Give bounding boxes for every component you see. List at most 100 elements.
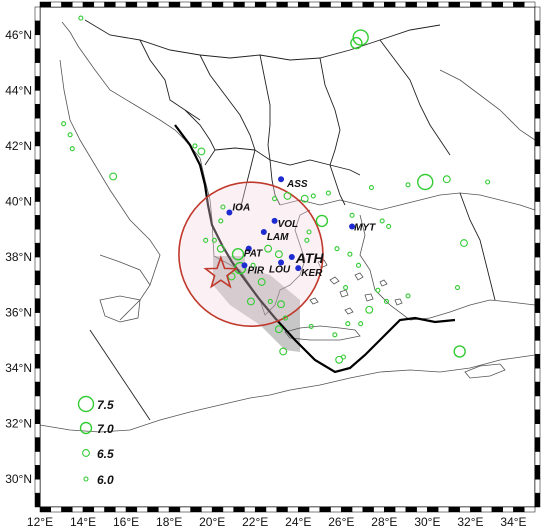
frame-tick (534, 20, 541, 36)
earthquake-marker (347, 251, 353, 257)
station-marker (278, 259, 285, 266)
radius-circle (178, 181, 324, 328)
frame-tick (534, 103, 541, 119)
plate-boundary (174, 124, 456, 374)
earthquake-marker (442, 175, 451, 184)
y-tick-label: 46°N (5, 28, 32, 42)
frame-tick (341, 1, 353, 8)
earthquake-symbols (61, 15, 491, 364)
frame-tick (287, 1, 299, 8)
coastlines (39, 21, 536, 433)
frame-tick (287, 506, 299, 513)
y-tick-label: 40°N (5, 194, 32, 208)
frame-tick (534, 353, 541, 369)
frame-tick (448, 1, 460, 8)
frame-tick (534, 117, 541, 133)
frame-tick (534, 395, 541, 411)
earthquake-marker (283, 191, 292, 200)
station-marker (226, 209, 233, 216)
frame-tick (254, 1, 267, 8)
frame-tick (34, 131, 41, 147)
frame-tick (534, 48, 541, 63)
station-marker (288, 254, 295, 260)
legend-label: 7.5 (97, 398, 114, 412)
station-label-myt: MYT (354, 222, 376, 233)
earthquake-marker (315, 214, 329, 228)
frame-tick (362, 506, 374, 513)
earthquake-marker (197, 147, 206, 156)
frame-tick (34, 242, 41, 258)
frame-tick (104, 1, 116, 8)
y-tick-label: 38°N (5, 250, 32, 264)
earthquake-marker (218, 218, 224, 224)
station-marker (241, 262, 248, 269)
frame-tick (233, 1, 245, 8)
earthquake-marker (306, 229, 312, 235)
earthquake-marker (454, 285, 461, 291)
earthquake-marker (246, 297, 255, 306)
frame-tick (34, 312, 41, 327)
frame-tick (534, 437, 541, 452)
frame-tick (427, 1, 439, 8)
frame-tick (34, 187, 41, 202)
frame-tick (513, 506, 525, 513)
frame-tick (394, 506, 407, 513)
frame-tick (34, 34, 41, 49)
x-axis: 12°E 14°E 16°E 18°E 20°E 22°E 24°E 26°E 28°E 30°E… (27, 515, 527, 529)
frame-tick (534, 131, 541, 147)
frame-tick (34, 90, 41, 105)
legend-label: 7.0 (97, 422, 114, 436)
frame-tick (416, 1, 428, 8)
frame-tick (308, 1, 321, 8)
frame-tick (470, 1, 482, 8)
earthquake-marker (220, 204, 226, 210)
earthquake-marker (304, 237, 310, 243)
frame-tick (534, 173, 541, 188)
frame-tick (534, 145, 541, 161)
x-tick-label: 20°E (199, 515, 225, 529)
y-axis: 46°N 44°N 42°N 40°N 38°N 36°N 34°N 32°N 30°N (5, 28, 32, 486)
earthquake-marker (355, 262, 362, 268)
frame-tick (308, 506, 321, 513)
frame-tick (480, 506, 493, 513)
epicenter-star (203, 255, 239, 289)
station-marker (260, 229, 267, 235)
frame-tick (523, 506, 536, 513)
frame-tick (34, 201, 41, 216)
frame-tick (534, 90, 541, 105)
frame-tick (34, 159, 41, 174)
frame-tick (34, 367, 41, 383)
x-tick-label: 12°E (27, 515, 53, 529)
frame-tick (405, 1, 417, 8)
frame-tick (34, 478, 41, 494)
frame-tick (34, 270, 41, 286)
frame-tick (534, 62, 541, 77)
y-tick-label: 44°N (5, 83, 32, 97)
frame-tick (534, 228, 541, 244)
frame-tick (319, 1, 331, 8)
station-label-ath: ATH (295, 250, 325, 266)
frame-tick (534, 215, 541, 230)
frame-tick (34, 76, 41, 91)
frame-tick (72, 1, 84, 8)
frame-tick (168, 1, 181, 8)
frame-tick (298, 1, 310, 8)
frame-tick (93, 506, 105, 513)
frame-tick (34, 228, 41, 244)
stations: ASS IOA VOL LAM MYT PAT ATH PIR LOU KER (226, 176, 376, 279)
frame-tick (34, 326, 41, 341)
frame-tick (34, 409, 41, 424)
frame-tick (405, 506, 417, 513)
x-tick-label: 28°E (371, 515, 397, 529)
station-marker (278, 176, 285, 183)
frame-tick (190, 506, 202, 513)
frame-tick (125, 1, 138, 8)
station-label-ass: ASS (286, 179, 308, 190)
frame-tick (534, 270, 541, 286)
frame-tick (470, 506, 482, 513)
frame-tick (491, 1, 503, 8)
earthquake-marker (335, 355, 344, 364)
frame-tick (534, 367, 541, 383)
x-tick-label: 24°E (285, 515, 311, 529)
